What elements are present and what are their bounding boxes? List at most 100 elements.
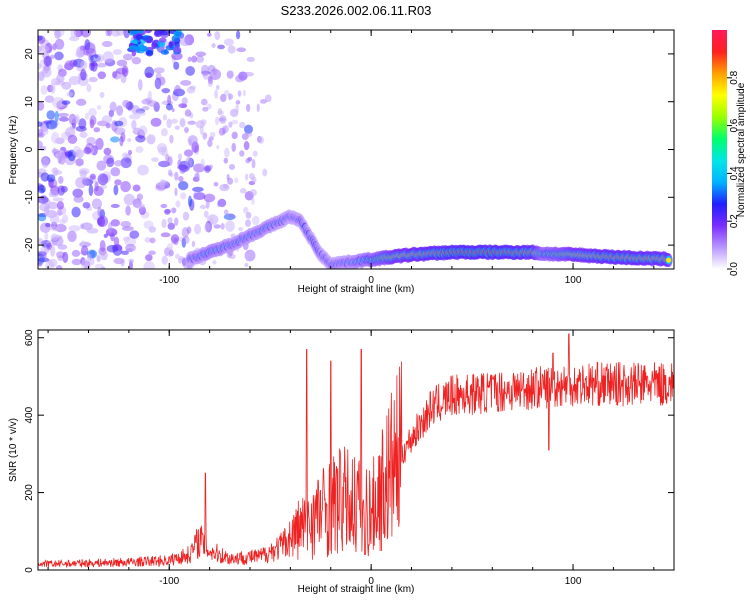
spectrogram-cell [145, 50, 154, 57]
spectrogram-cell [69, 116, 79, 124]
spectrogram-cell [149, 237, 156, 244]
spectrogram-cell [205, 199, 210, 210]
spectrogram-cell [251, 158, 256, 169]
spectrogram-cell [54, 110, 59, 123]
spectrogram-cell [128, 149, 133, 156]
spectrogram-cell [57, 112, 69, 118]
spectrogram-cell [191, 55, 198, 63]
spectrogram-cell [100, 183, 107, 190]
spectrogram-cell [71, 249, 81, 257]
spectrogram-cell [44, 95, 55, 103]
spectrogram-cell [138, 125, 148, 136]
spectrogram-cell [202, 106, 209, 112]
spectrogram-cell [46, 110, 56, 120]
spectrogram-cell [245, 211, 252, 219]
spectrogram-cell [195, 55, 205, 63]
spectrogram-cell [168, 41, 173, 49]
spectrogram-cell [187, 120, 196, 125]
spectrogram-cell [50, 54, 55, 60]
spectrogram-ylabel: Frequency (Hz) [8, 116, 19, 185]
spectrogram-cell [195, 171, 200, 182]
spectrogram-cell [214, 31, 221, 41]
spectrogram-cell [262, 168, 268, 177]
spectrogram-cell [211, 42, 216, 49]
snr-ytick-label: 600 [24, 329, 35, 346]
spectrogram-cell [214, 116, 220, 126]
spectrogram-cell [128, 45, 139, 50]
snr-xlabel: Height of straight line (km) [298, 584, 415, 595]
spectrogram-cell [82, 202, 91, 209]
spectrogram-cell [234, 177, 239, 184]
spectrogram-cell [67, 230, 77, 243]
spectrogram-xtick-label: -100 [159, 275, 179, 286]
spectrogram-cell [75, 125, 87, 132]
spectrogram-cell [179, 117, 186, 128]
snr-panel: -100 0 100 0 200 400 600 Height of straight li… [8, 329, 675, 595]
spectrogram-cell [177, 159, 182, 168]
spectrogram-cell [164, 209, 171, 215]
spectrogram-cell [188, 138, 192, 147]
spectrogram-cell [122, 99, 130, 108]
spectrogram-cell [193, 223, 202, 235]
spectrogram-cell [200, 119, 207, 125]
spectrogram-cell [192, 186, 204, 193]
spectrogram-cell [204, 222, 211, 233]
spectrogram-cell [245, 158, 251, 164]
spectrogram-cell [181, 97, 188, 105]
spectrogram-cell [222, 125, 229, 134]
spectrogram-cell [206, 103, 212, 110]
spectrogram-cell [251, 215, 260, 226]
spectrogram-cell [214, 89, 219, 99]
spectrogram-cell [137, 79, 143, 91]
spectrogram-cell [43, 55, 52, 67]
spectrogram-cell [167, 94, 172, 106]
spectrogram-cell [217, 200, 221, 208]
spectrogram-ytick-label: -10 [24, 190, 35, 205]
snr-series-line [38, 333, 674, 568]
spectrogram-cell [95, 137, 104, 150]
spectrogram-cell [40, 172, 50, 182]
spectrogram-cell [38, 195, 49, 204]
spectrogram-cell [171, 207, 177, 214]
spectrogram-cell [115, 30, 125, 36]
spectrogram-background [38, 30, 674, 269]
spectrogram-cell [183, 149, 194, 157]
spectrogram-cell [226, 70, 234, 79]
spectrogram-cell [151, 157, 159, 163]
spectrogram-cell [79, 169, 88, 178]
spectrogram-cell [38, 35, 43, 41]
spectrogram-cell [81, 258, 89, 269]
spectrogram-cell [203, 210, 209, 219]
spectrogram-cell [231, 142, 237, 153]
spectrogram-cell [224, 147, 230, 158]
spectrogram-cell [121, 226, 134, 232]
spectrogram-cell [38, 184, 46, 194]
spectrogram-cell [161, 88, 171, 94]
spectrogram-cell [243, 124, 253, 134]
spectrogram-cell [162, 114, 168, 121]
spectrogram-cell [178, 257, 182, 264]
spectrogram-cell [223, 89, 230, 97]
spectrogram-cell [217, 107, 223, 116]
spectrogram-cell [160, 49, 170, 55]
spectrogram-cell [109, 101, 117, 113]
spectrogram-cell [223, 183, 229, 189]
spectrogram-cell [45, 222, 51, 228]
snr-ytick-label: 400 [24, 406, 35, 423]
spectrogram-cell [120, 181, 131, 193]
spectrogram-cell [174, 84, 181, 95]
colorbar: 0.0 0.2 0.4 0.6 0.8 Normalized spectral ampl… [712, 30, 747, 276]
snr-ticks: -100 0 100 0 200 400 600 [24, 329, 674, 587]
spectrogram-cell [68, 225, 81, 232]
spectrogram-cell [220, 93, 227, 103]
spectrogram-cell [112, 71, 118, 79]
spectrogram-cell [178, 175, 184, 182]
spectrogram-cell [245, 103, 251, 112]
spectrogram-cell [145, 254, 153, 262]
spectrogram-cell [228, 164, 236, 170]
spectrogram-heat-layer [38, 30, 673, 269]
spectrogram-cell [54, 51, 64, 61]
spectrogram-cell [193, 191, 198, 200]
spectrogram-cell [114, 179, 122, 186]
spectrogram-cell [228, 121, 233, 128]
